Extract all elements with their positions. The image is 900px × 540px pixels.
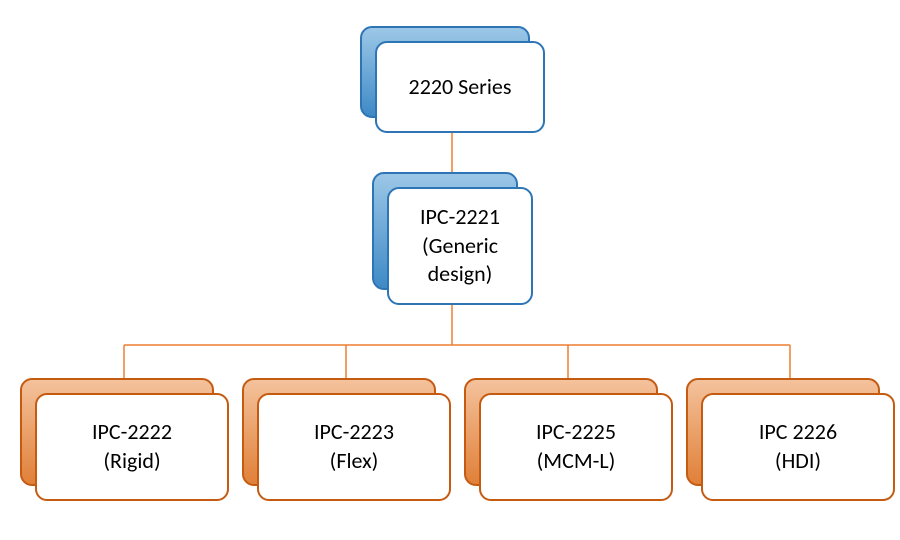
node-flex-front: IPC-2223 (Flex) bbox=[257, 393, 451, 501]
node-mcml: IPC-2225 (MCM-L) bbox=[464, 378, 673, 501]
node-rigid: IPC-2222 (Rigid) bbox=[20, 378, 229, 501]
node-root: 2220 Series bbox=[360, 26, 545, 133]
node-hdi-front: IPC 2226 (HDI) bbox=[701, 393, 895, 501]
node-mcml-front: IPC-2225 (MCM-L) bbox=[479, 393, 673, 501]
node-mcml-label: IPC-2225 (MCM-L) bbox=[536, 418, 616, 475]
node-generic-label: IPC-2221 (Generic design) bbox=[420, 203, 500, 289]
node-rigid-label: IPC-2222 (Rigid) bbox=[92, 418, 172, 475]
node-flex: IPC-2223 (Flex) bbox=[242, 378, 451, 501]
node-flex-label: IPC-2223 (Flex) bbox=[314, 418, 394, 475]
node-root-front: 2220 Series bbox=[375, 41, 545, 133]
node-hdi: IPC 2226 (HDI) bbox=[686, 378, 895, 501]
node-hdi-label: IPC 2226 (HDI) bbox=[759, 418, 837, 475]
node-generic-front: IPC-2221 (Generic design) bbox=[387, 187, 533, 305]
node-rigid-front: IPC-2222 (Rigid) bbox=[35, 393, 229, 501]
node-generic: IPC-2221 (Generic design) bbox=[372, 172, 533, 305]
node-root-label: 2220 Series bbox=[409, 73, 512, 102]
